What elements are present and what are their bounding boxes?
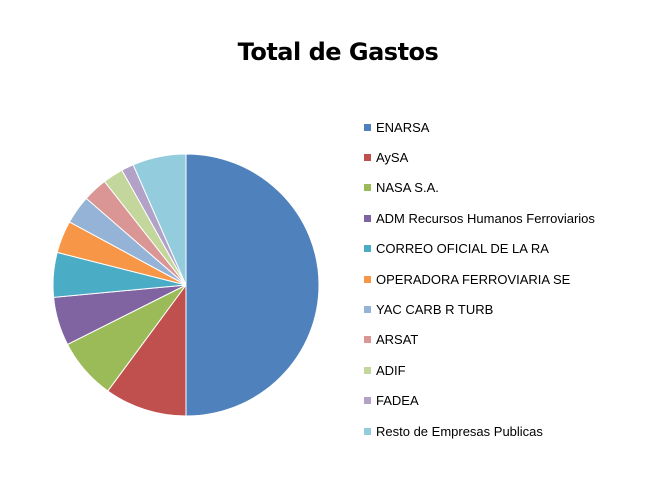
- legend-item: ENARSA: [364, 112, 595, 142]
- legend-item: YAC CARB R TURB: [364, 294, 595, 324]
- legend-label: ENARSA: [376, 119, 430, 135]
- legend-swatch: [364, 184, 371, 192]
- legend-label: OPERADORA FERROVIARIA SE: [376, 271, 571, 287]
- legend-item: Resto de Empresas Publicas: [364, 416, 595, 446]
- legend-label: Resto de Empresas Publicas: [376, 423, 543, 439]
- legend-swatch: [364, 366, 371, 374]
- legend-swatch: [364, 214, 371, 222]
- legend-label: FADEA: [376, 393, 419, 409]
- legend-item: CORREO OFICIAL DE LA RA: [364, 234, 595, 264]
- legend-swatch: [364, 245, 371, 253]
- legend: ENARSA AySA NASA S.A. ADM Recursos Humanos …: [364, 112, 595, 446]
- legend-swatch: [364, 306, 371, 314]
- pie-slice-1: [185, 153, 320, 417]
- legend-label: NASA S.A.: [376, 180, 439, 196]
- legend-swatch: [364, 154, 371, 162]
- legend-swatch: [364, 336, 371, 344]
- legend-item: NASA S.A.: [364, 173, 595, 203]
- legend-swatch: [364, 427, 371, 435]
- legend-swatch: [364, 123, 371, 131]
- legend-item: AySA: [364, 142, 595, 172]
- legend-label: AySA: [376, 150, 409, 166]
- legend-item: ARSAT: [364, 325, 595, 355]
- legend-swatch: [364, 275, 371, 283]
- legend-item: ADM Recursos Humanos Ferroviarios: [364, 203, 595, 233]
- legend-label: ADIF: [376, 362, 406, 378]
- legend-label: CORREO OFICIAL DE LA RA: [376, 241, 549, 257]
- pie-slice-11: [132, 153, 187, 286]
- legend-label: YAC CARB R TURB: [376, 302, 494, 318]
- pie-slice-2: [107, 283, 187, 417]
- legend-label: ARSAT: [376, 332, 419, 348]
- legend-swatch: [364, 397, 371, 405]
- legend-label: ADM Recursos Humanos Ferroviarios: [376, 210, 595, 226]
- legend-item: OPERADORA FERROVIARIA SE: [364, 264, 595, 294]
- chart-title: Total de Gastos: [237, 38, 439, 66]
- legend-item: ADIF: [364, 355, 595, 385]
- legend-item: FADEA: [364, 386, 595, 416]
